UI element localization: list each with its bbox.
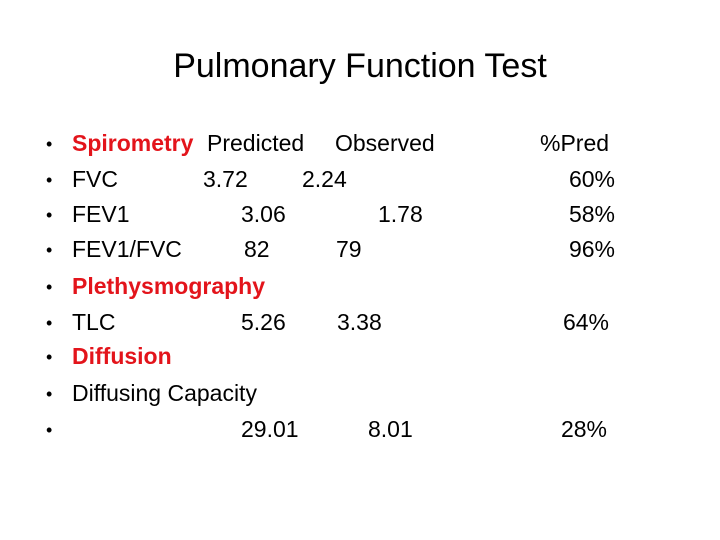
row-label: FEV1/FVC: [72, 236, 182, 262]
observed-value: 8.01: [368, 416, 413, 442]
bullet: •: [46, 134, 52, 154]
column-header: Observed: [335, 130, 435, 156]
percent-value: 96%: [569, 236, 615, 262]
bullets: • • • • • • • • •: [46, 134, 52, 440]
observed-value: 2.24: [302, 166, 347, 192]
row-label: Diffusing Capacity: [72, 380, 257, 406]
observed-value: 1.78: [378, 201, 423, 227]
predicted-value: 5.26: [241, 309, 286, 335]
section-heading: Spirometry: [72, 130, 194, 156]
predicted-value: 29.01: [241, 416, 299, 442]
percent-value: 58%: [569, 201, 615, 227]
bullet: •: [46, 420, 52, 440]
row-label: FEV1: [72, 201, 130, 227]
bullet: •: [46, 347, 52, 367]
row-label: TLC: [72, 309, 115, 335]
row-label: FVC: [72, 166, 118, 192]
slide-title: Pulmonary Function Test: [173, 47, 547, 85]
bullet: •: [46, 205, 52, 225]
predicted-value: 82: [244, 236, 270, 262]
predicted-value: 3.72: [203, 166, 248, 192]
section-heading: Plethysmography: [72, 273, 265, 299]
percent-value: 28%: [561, 416, 607, 442]
bullet: •: [46, 277, 52, 297]
bullet: •: [46, 384, 52, 404]
observed-value: 79: [336, 236, 362, 262]
section-heading: Diffusion: [72, 343, 172, 369]
column-header: %Pred: [540, 130, 609, 156]
column-header: Predicted: [207, 130, 304, 156]
bullet: •: [46, 170, 52, 190]
observed-value: 3.38: [337, 309, 382, 335]
percent-value: 60%: [569, 166, 615, 192]
bullet: •: [46, 313, 52, 333]
predicted-value: 3.06: [241, 201, 286, 227]
bullet: •: [46, 240, 52, 260]
percent-value: 64%: [563, 309, 609, 335]
